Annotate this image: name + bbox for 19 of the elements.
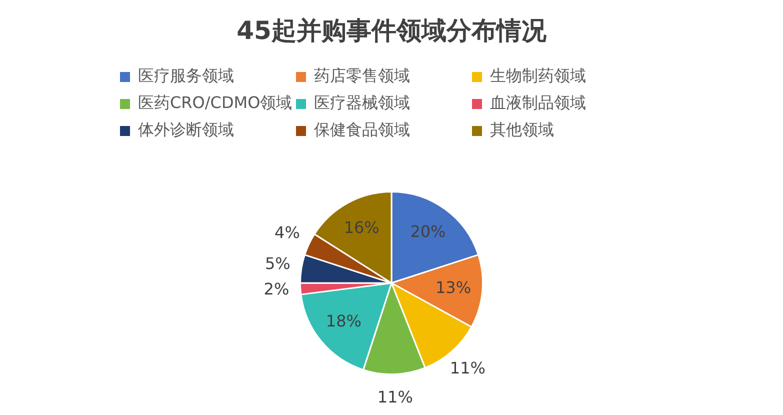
data-label: 13%: [435, 278, 472, 297]
data-label: 18%: [326, 312, 362, 331]
legend-label: 医药CRO/CDMO领域: [138, 93, 292, 114]
legend-label: 生物制药领域: [490, 66, 586, 87]
legend-label: 其他领域: [490, 120, 554, 141]
legend-label: 医疗服务领域: [138, 66, 234, 87]
data-label: 4%: [274, 223, 300, 242]
chart-title: 45起并购事件领域分布情况: [236, 15, 548, 47]
data-label: 11%: [377, 387, 413, 406]
data-label: 11%: [450, 358, 486, 378]
legend-label: 药店零售领域: [314, 66, 410, 87]
legend-label: 血液制品领域: [490, 93, 586, 114]
legend-label: 保健食品领域: [314, 120, 410, 141]
legend-label: 医疗器械领域: [314, 93, 410, 114]
data-label: 5%: [264, 254, 290, 274]
data-label: 16%: [344, 218, 380, 237]
legend-label: 体外诊断领域: [138, 120, 234, 141]
data-label: 20%: [410, 222, 446, 241]
data-label: 2%: [264, 279, 290, 298]
